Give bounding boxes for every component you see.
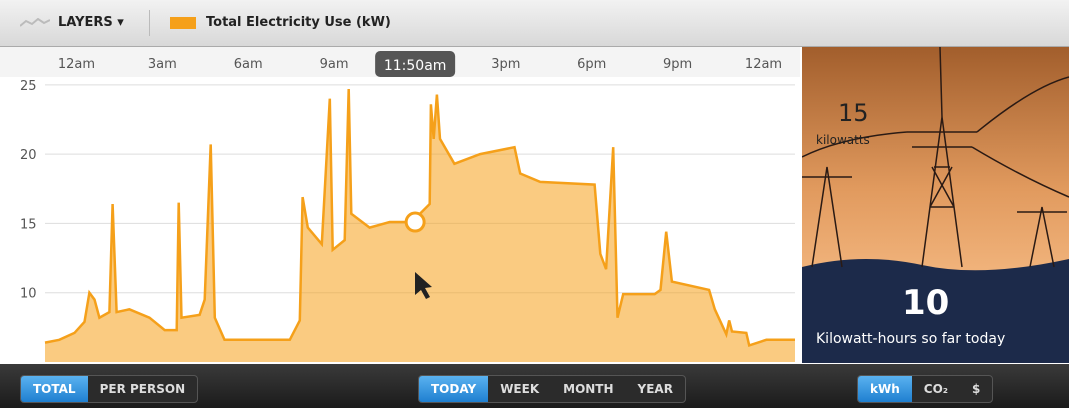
y-tick-label: 15 — [20, 217, 37, 232]
y-tick-label: 20 — [20, 148, 37, 163]
range-button[interactable]: MONTH — [563, 382, 614, 396]
x-tick-label: 6am — [234, 57, 263, 72]
layers-button[interactable]: LAYERS ▾ — [10, 10, 150, 36]
layers-label: LAYERS — [58, 15, 113, 30]
cursor-badge — [375, 51, 456, 77]
view-group: TOTAL PER PERSON — [20, 375, 199, 403]
y-tick-label: 25 — [20, 79, 37, 94]
x-tick-label: 3am — [148, 57, 177, 72]
cursor-label: 11:50am — [384, 58, 447, 74]
x-tick-label: 3pm — [491, 57, 520, 72]
unit-button[interactable]: CO₂ — [923, 382, 949, 396]
range-group: TODAY WEEK MONTH YEAR — [418, 375, 686, 403]
x-tick-label: 12am — [745, 57, 782, 72]
view-button[interactable]: TOTAL — [21, 376, 88, 402]
legend-label: Total Electricity Use (kW) — [206, 15, 391, 30]
power-value: 15 — [838, 99, 869, 127]
layers-icon — [20, 18, 50, 27]
chart: 10 15 20 25 12am 3am 6am 9am 3pm 6pm 9pm 12am 11:50a… — [0, 47, 800, 363]
x-tick-label: 6pm — [577, 57, 606, 72]
stats-panel: 15 kilowatts 10 Kilowatt-hours so far to… — [802, 47, 1069, 363]
range-button[interactable]: YEAR — [637, 382, 673, 396]
cursor-point — [404, 211, 426, 233]
energy-label: Kilowatt-hours so far today — [816, 331, 1006, 347]
control-bar: TOTAL PER PERSON TODAY WEEK MONTH YEAR kWh CO… — [0, 364, 1069, 408]
power-unit: kilowatts — [816, 133, 870, 147]
x-tick-label: 12am — [58, 57, 95, 72]
unit-button[interactable]: kWh — [858, 376, 912, 402]
range-button[interactable]: TODAY — [419, 376, 489, 402]
legend-swatch — [170, 17, 196, 29]
toolbar: LAYERS ▾ Total Electricity Use (kW) — [0, 0, 1069, 47]
unit-group: kWh CO₂ $ — [857, 375, 994, 403]
line — [44, 88, 795, 348]
mouse-pointer — [415, 272, 432, 299]
range-button[interactable]: WEEK — [500, 382, 540, 396]
y-tick-label: 10 — [20, 287, 37, 302]
x-tick-label: 9pm — [663, 57, 692, 72]
unit-button[interactable]: $ — [972, 382, 981, 396]
panel-art — [802, 47, 1069, 363]
view-button[interactable]: PER PERSON — [99, 382, 186, 396]
legend: Total Electricity Use (kW) — [170, 10, 391, 36]
energy-value: 10 — [902, 283, 950, 323]
x-tick-label: 9am — [320, 57, 349, 72]
